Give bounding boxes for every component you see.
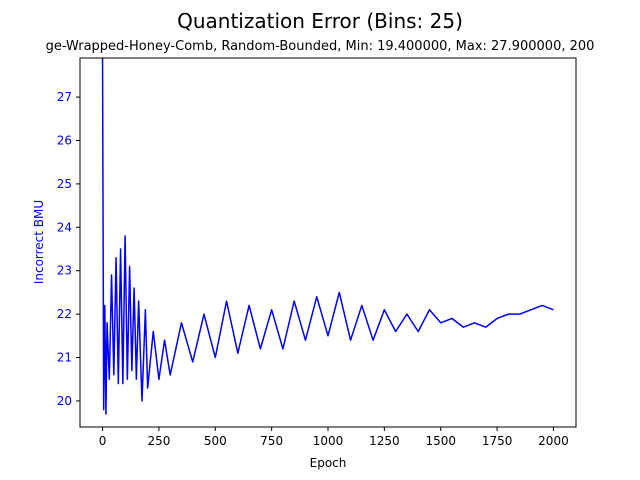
y-tick-label: 21: [57, 351, 72, 365]
series-line: [101, 58, 554, 415]
chart-title: Quantization Error (Bins: 25): [177, 9, 463, 33]
x-axis: 0 250 500 750 1000 1250 1500 1750 2000: [99, 427, 569, 448]
y-axis-label: Incorrect BMU: [32, 200, 46, 284]
x-tick-label: 500: [204, 434, 227, 448]
y-tick-label: 27: [57, 90, 72, 104]
x-axis-label: Epoch: [310, 456, 347, 470]
chart-subtitle-clip: ge-Wrapped-Honey-Comb, Random-Bounded, M…: [46, 39, 595, 54]
y-tick-label: 22: [57, 307, 72, 321]
y-tick-label: 24: [57, 220, 72, 234]
y-tick-label: 25: [57, 177, 72, 191]
x-tick-label: 750: [260, 434, 283, 448]
x-tick-label: 250: [147, 434, 170, 448]
x-tick-label: 1000: [313, 434, 344, 448]
y-tick-label: 26: [57, 133, 72, 147]
series-layer: [101, 58, 554, 415]
x-tick-label: 1750: [482, 434, 513, 448]
x-tick-label: 0: [99, 434, 107, 448]
x-tick-label: 2000: [538, 434, 569, 448]
x-tick-label: 1250: [369, 434, 400, 448]
x-tick-label: 1500: [425, 434, 456, 448]
chart-subtitle: ge-Wrapped-Honey-Comb, Random-Bounded, M…: [46, 39, 595, 54]
y-axis: 20 21 22 23 24 25 26 27: [57, 90, 80, 408]
y-tick-label: 20: [57, 394, 72, 408]
y-tick-label: 23: [57, 264, 72, 278]
